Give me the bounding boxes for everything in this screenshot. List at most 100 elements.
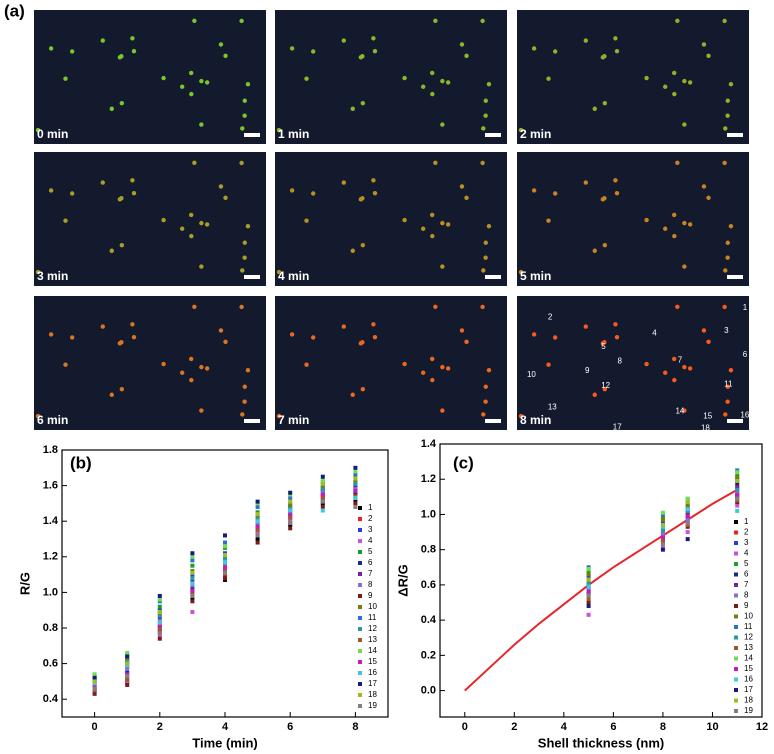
data-point [735, 470, 740, 475]
particle [242, 98, 247, 103]
particle [239, 18, 244, 24]
particle [48, 46, 54, 51]
particle [199, 408, 204, 413]
data-point [157, 604, 162, 609]
micrograph [517, 10, 749, 144]
scale-bar [485, 133, 501, 137]
particle [223, 53, 228, 59]
particle [682, 364, 687, 370]
particle [483, 255, 488, 260]
particle [614, 48, 620, 54]
particle [199, 220, 204, 226]
data-point [660, 517, 665, 522]
data-point [735, 496, 740, 501]
legend-swatch [358, 528, 362, 532]
legend-label: 6 [368, 558, 373, 567]
legend-label: 17 [368, 679, 377, 688]
y-axis-title: R/G [17, 572, 32, 595]
legend-swatch [734, 667, 738, 671]
particle [486, 224, 492, 229]
particle [728, 224, 734, 229]
data-point [157, 613, 162, 618]
particle [218, 184, 224, 189]
data-point [353, 476, 358, 481]
spot-label: 11 [724, 380, 733, 389]
image-label: 3 min [37, 269, 68, 283]
particle [433, 18, 438, 23]
data-point [353, 472, 358, 477]
y-tick-label: 1.4 [421, 438, 437, 450]
particle [63, 362, 68, 367]
particle [725, 98, 730, 103]
legend-swatch [734, 541, 738, 545]
data-point [255, 504, 260, 509]
particle [430, 91, 435, 97]
particle [276, 413, 282, 419]
data-point [125, 654, 130, 659]
legend-swatch [358, 517, 362, 521]
data-point [190, 593, 195, 598]
particle [430, 233, 435, 239]
particle [192, 160, 197, 165]
legend-swatch [358, 550, 362, 554]
data-point [190, 588, 195, 593]
particle [682, 78, 687, 84]
x-tick-label: 4 [561, 721, 568, 733]
particle [433, 160, 438, 165]
data-point [586, 584, 591, 589]
data-point [157, 597, 162, 602]
legend-label: 8 [368, 580, 373, 589]
micrograph [275, 152, 507, 286]
particle [672, 91, 677, 97]
data-point [320, 474, 325, 479]
data-point [223, 533, 227, 538]
particle [69, 49, 75, 54]
particle [723, 268, 728, 273]
particle [180, 370, 185, 375]
particle [350, 248, 355, 253]
legend-label: 10 [744, 612, 753, 621]
legend-label: 4 [368, 536, 373, 545]
legend-label: 14 [368, 646, 377, 655]
particle [672, 233, 677, 239]
particle [429, 212, 435, 218]
data-point [92, 672, 97, 677]
particle [602, 242, 608, 248]
data-point [190, 570, 195, 575]
data-point [255, 540, 260, 545]
legend-swatch [734, 562, 738, 566]
particle [723, 126, 728, 131]
scale-bar [485, 275, 501, 279]
legend-label: 11 [368, 613, 377, 622]
x-axis-title: Time (min) [192, 735, 258, 750]
particle [223, 339, 228, 345]
legend-swatch [358, 594, 362, 598]
data-point [586, 577, 591, 582]
legend-label: 10 [368, 602, 377, 611]
particle [109, 392, 114, 397]
particle [486, 82, 492, 87]
particle [682, 220, 687, 226]
particle [546, 76, 551, 81]
data-point [288, 490, 293, 495]
particle [199, 364, 204, 370]
spot-label: 14 [675, 406, 684, 415]
legend-label: 6 [744, 570, 749, 579]
particle [483, 113, 488, 118]
legend-swatch [734, 614, 738, 619]
y-tick-label: 0.6 [421, 579, 436, 591]
particle [310, 49, 316, 54]
particle [289, 188, 295, 193]
data-point [255, 528, 260, 533]
data-point [92, 675, 97, 680]
particle [722, 18, 727, 24]
particle [429, 356, 435, 362]
data-point [685, 500, 690, 505]
particle [276, 269, 282, 275]
particle [480, 160, 485, 166]
data-point [223, 556, 227, 561]
particle [459, 328, 465, 333]
image-label: 0 min [37, 127, 68, 141]
legend-label: 7 [744, 580, 749, 589]
legend-label: 15 [368, 657, 377, 666]
